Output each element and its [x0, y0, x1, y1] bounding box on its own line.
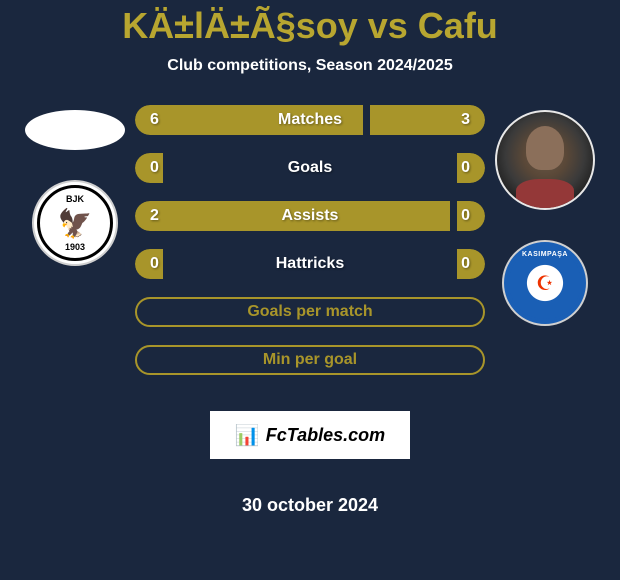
crescent-star-icon: ☪	[536, 271, 554, 296]
stat-label: Goals	[135, 159, 485, 177]
bjk-year: 1903	[65, 242, 85, 252]
club-badge-left: BJK 🦅 1903	[32, 180, 118, 266]
stat-row: 00Hattricks	[135, 249, 485, 279]
stat-label: Hattricks	[135, 255, 485, 273]
date-label: 30 october 2024	[135, 495, 485, 516]
stat-row: 20Assists	[135, 201, 485, 231]
page-title: KÄ±lÄ±Ã§soy vs Cafu	[0, 5, 620, 47]
fctables-label: FcTables.com	[266, 425, 385, 446]
stat-label: Goals per match	[247, 303, 372, 321]
stats-column: 63Matches 00Goals 20Assists 00Hattricks Goal…	[135, 105, 485, 516]
stat-label: Assists	[135, 207, 485, 225]
eagle-icon: 🦅	[58, 207, 93, 240]
right-column: KASIMPAŞA ☪	[495, 105, 595, 326]
stat-label: Min per goal	[263, 351, 357, 369]
bjk-abbr: BJK	[66, 194, 84, 204]
bjk-badge-inner: BJK 🦅 1903	[37, 185, 113, 261]
stat-row: 00Goals	[135, 153, 485, 183]
player-avatar-left	[25, 110, 125, 150]
club-badge-right: KASIMPAŞA ☪	[502, 240, 588, 326]
stat-row-outline: Goals per match	[135, 297, 485, 327]
kasimpasa-badge-inner: KASIMPAŞA ☪	[507, 245, 583, 321]
stat-row: 63Matches	[135, 105, 485, 135]
left-column: BJK 🦅 1903	[25, 105, 125, 266]
comparison-widget: KÄ±lÄ±Ã§soy vs Cafu Club competitions, S…	[0, 0, 620, 516]
chart-icon: 📊	[235, 423, 260, 448]
stat-label: Matches	[135, 111, 485, 129]
subtitle: Club competitions, Season 2024/2025	[0, 57, 620, 75]
kasimpasa-label: KASIMPAŞA	[522, 251, 568, 258]
content-area: BJK 🦅 1903 63Matches 00Goals 20Assists 00Ha…	[0, 105, 620, 516]
fctables-attribution[interactable]: 📊 FcTables.com	[210, 411, 410, 459]
stat-row-outline: Min per goal	[135, 345, 485, 375]
player-avatar-right	[495, 110, 595, 210]
